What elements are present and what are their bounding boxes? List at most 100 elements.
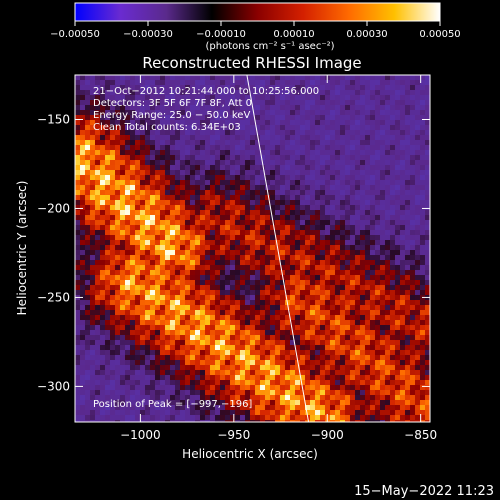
- heatmap-cell: [245, 90, 250, 95]
- heatmap-cell: [280, 205, 285, 210]
- heatmap-cell: [350, 120, 355, 125]
- heatmap-cell: [140, 210, 145, 215]
- heatmap-cell: [310, 215, 315, 220]
- heatmap-cell: [225, 155, 230, 160]
- heatmap-cell: [295, 215, 300, 220]
- heatmap-cell: [365, 340, 370, 345]
- heatmap-cell: [75, 125, 80, 130]
- heatmap-cell: [135, 155, 140, 160]
- heatmap-cell: [405, 90, 410, 95]
- heatmap-cell: [135, 235, 140, 240]
- heatmap-cell: [250, 200, 255, 205]
- heatmap-cell: [295, 115, 300, 120]
- heatmap-cell: [160, 270, 165, 275]
- heatmap-cell: [400, 305, 405, 310]
- heatmap-cell: [355, 240, 360, 245]
- heatmap-cell: [315, 335, 320, 340]
- heatmap-cell: [290, 300, 295, 305]
- heatmap-cell: [345, 245, 350, 250]
- heatmap-cell: [240, 405, 245, 410]
- heatmap-cell: [95, 420, 100, 422]
- heatmap-cell: [330, 285, 335, 290]
- heatmap-cell: [375, 280, 380, 285]
- heatmap-cell: [220, 335, 225, 340]
- heatmap-cell: [410, 100, 415, 105]
- heatmap-cell: [220, 265, 225, 270]
- heatmap-cell: [175, 350, 180, 355]
- heatmap-cell: [370, 130, 375, 135]
- heatmap-cell: [80, 210, 85, 215]
- heatmap-cell: [270, 400, 275, 405]
- heatmap-cell: [200, 390, 205, 395]
- heatmap-cell: [330, 230, 335, 235]
- heatmap-cell: [410, 265, 415, 270]
- heatmap-cell: [210, 340, 215, 345]
- heatmap-cell: [135, 410, 140, 415]
- heatmap-cell: [340, 125, 345, 130]
- heatmap-cell: [420, 85, 425, 90]
- heatmap-cell: [240, 230, 245, 235]
- heatmap-cell: [205, 375, 210, 380]
- heatmap-cell: [225, 240, 230, 245]
- heatmap-cell: [260, 180, 265, 185]
- heatmap-cell: [250, 125, 255, 130]
- heatmap-cell: [130, 285, 135, 290]
- heatmap-cell: [325, 240, 330, 245]
- heatmap-cell: [85, 80, 90, 85]
- heatmap-cell: [250, 85, 255, 90]
- heatmap-cell: [265, 245, 270, 250]
- heatmap-cell: [95, 125, 100, 130]
- heatmap-cell: [100, 355, 105, 360]
- heatmap-cell: [80, 95, 85, 100]
- colorbar-unit-label: (photons cm⁻² s⁻¹ asec⁻²): [205, 41, 334, 52]
- heatmap-cell: [125, 270, 130, 275]
- heatmap-cell: [380, 255, 385, 260]
- heatmap-cell: [285, 80, 290, 85]
- heatmap-cell: [360, 380, 365, 385]
- heatmap-cell: [195, 135, 200, 140]
- heatmap-cell: [350, 100, 355, 105]
- heatmap-cell: [145, 380, 150, 385]
- heatmap-cell: [385, 360, 390, 365]
- heatmap-cell: [115, 200, 120, 205]
- heatmap-cell: [155, 390, 160, 395]
- heatmap-cell: [305, 175, 310, 180]
- heatmap-cell: [375, 110, 380, 115]
- heatmap-cell: [220, 200, 225, 205]
- heatmap-cell: [355, 180, 360, 185]
- heatmap-cell: [165, 195, 170, 200]
- heatmap-cell: [185, 140, 190, 145]
- heatmap-cell: [390, 95, 395, 100]
- heatmap-cell: [90, 215, 95, 220]
- heatmap-cell: [240, 295, 245, 300]
- heatmap-cell: [405, 315, 410, 320]
- heatmap-cell: [80, 275, 85, 280]
- heatmap-cell: [270, 295, 275, 300]
- heatmap-cell: [200, 400, 205, 405]
- heatmap-cell: [285, 190, 290, 195]
- heatmap-cell: [155, 115, 160, 120]
- heatmap-cell: [180, 225, 185, 230]
- heatmap-cell: [225, 90, 230, 95]
- heatmap-cell: [370, 195, 375, 200]
- heatmap-cell: [360, 395, 365, 400]
- heatmap-cell: [260, 210, 265, 215]
- heatmap-cell: [300, 265, 305, 270]
- heatmap-cell: [250, 145, 255, 150]
- heatmap-cell: [95, 250, 100, 255]
- heatmap-cell: [300, 270, 305, 275]
- heatmap-cell: [225, 110, 230, 115]
- heatmap-cell: [410, 340, 415, 345]
- heatmap-cell: [150, 215, 155, 220]
- heatmap-cell: [350, 295, 355, 300]
- heatmap-cell: [140, 365, 145, 370]
- heatmap-cell: [230, 385, 235, 390]
- heatmap-cell: [290, 340, 295, 345]
- heatmap-cell: [125, 190, 130, 195]
- heatmap-cell: [90, 380, 95, 385]
- heatmap-cell: [170, 400, 175, 405]
- heatmap-cell: [95, 185, 100, 190]
- heatmap-cell: [140, 355, 145, 360]
- heatmap-cell: [145, 245, 150, 250]
- heatmap-cell: [330, 155, 335, 160]
